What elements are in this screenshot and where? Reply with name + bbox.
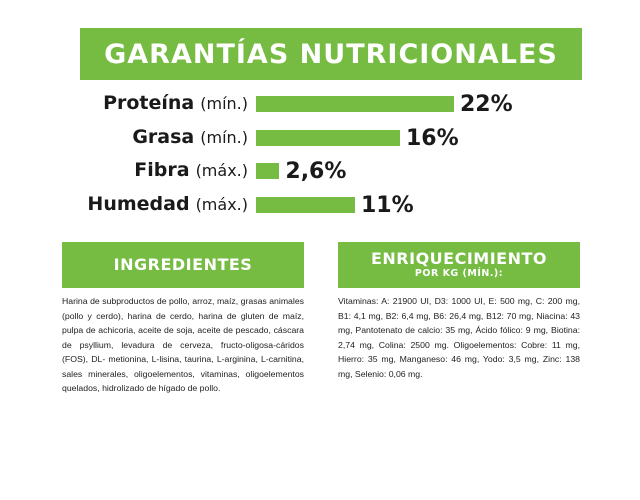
category-label: Fibra [134, 159, 190, 181]
bar [256, 163, 280, 179]
chart-title: GARANTÍAS NUTRICIONALES [104, 38, 558, 70]
ingredients-heading: INGREDIENTES [113, 255, 253, 274]
ingredients-heading-band: INGREDIENTES [62, 242, 304, 288]
row-label: Grasa (mín.) [132, 122, 248, 152]
qualifier-label: (mín.) [200, 127, 248, 147]
row-label: Proteína (mín.) [103, 88, 248, 118]
value-label: 22% [460, 92, 513, 117]
value-label: 16% [406, 125, 459, 151]
category-label: Humedad [87, 192, 190, 215]
ingredients-panel: INGREDIENTES Harina de subproductos de p… [62, 242, 304, 396]
title-band: GARANTÍAS NUTRICIONALES [80, 28, 582, 80]
value-label: 2,6% [285, 159, 347, 184]
ingredients-text: Harina de subproductos de pollo, arroz, … [62, 296, 304, 393]
row-label: Humedad (máx.) [87, 189, 248, 219]
value-label: 11% [361, 192, 414, 218]
enrichment-panel: ENRIQUECIMIENTO POR KG (MÍN.): Vitaminas… [338, 242, 580, 381]
bar [256, 129, 400, 146]
category-label: Grasa [132, 125, 195, 148]
qualifier-label: (mín.) [200, 94, 248, 113]
bar [256, 96, 454, 112]
enrichment-subheading: POR KG (MÍN.): [414, 268, 504, 279]
row-label: Fibra (máx.) [134, 155, 248, 185]
enrichment-heading: ENRIQUECIMIENTO [370, 249, 548, 268]
qualifier-label: (máx.) [195, 161, 248, 180]
bar [256, 196, 355, 213]
enrichment-text: Vitaminas: A: 21900 UI, D3: 1000 UI, E: … [338, 296, 580, 379]
enrichment-heading-band: ENRIQUECIMIENTO POR KG (MÍN.): [338, 242, 580, 288]
category-label: Proteína [103, 92, 195, 114]
qualifier-label: (máx.) [195, 194, 248, 214]
